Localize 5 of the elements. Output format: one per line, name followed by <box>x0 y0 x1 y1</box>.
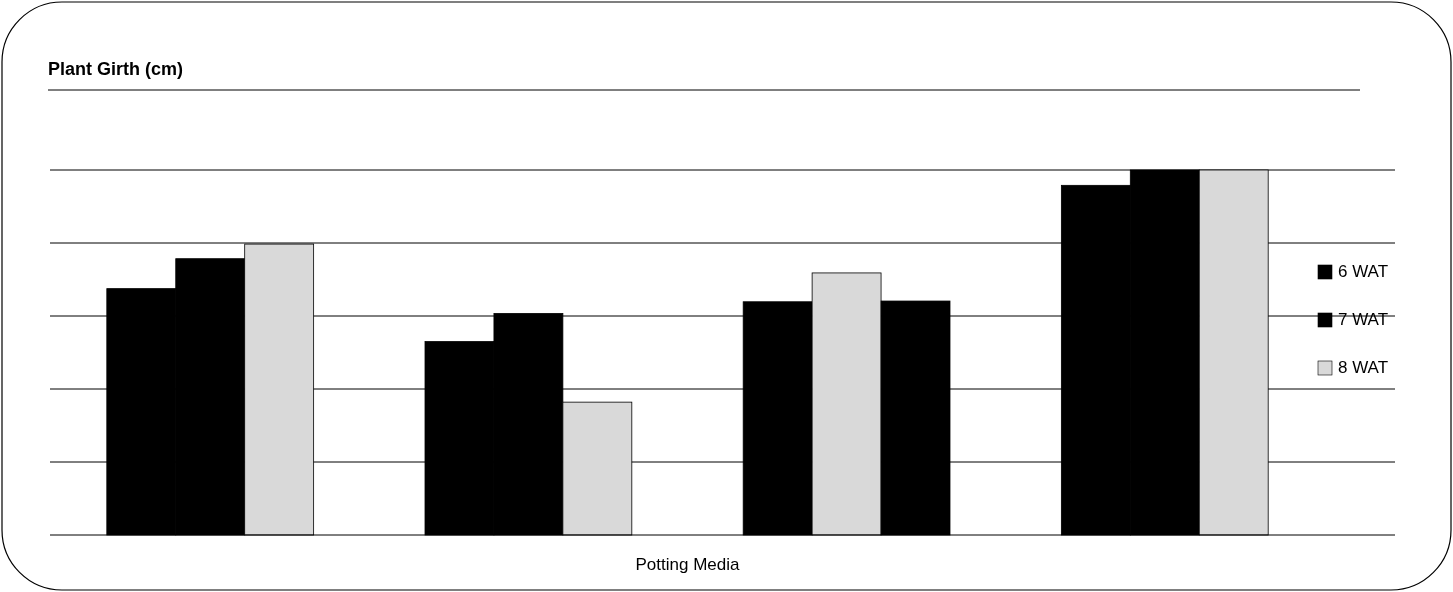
chart-title: Plant Girth (cm) <box>48 59 184 79</box>
legend-label: 8 WAT <box>1338 358 1389 377</box>
legend-label: 7 WAT <box>1338 310 1389 329</box>
x-axis-title: Potting Media <box>635 555 741 574</box>
legend-label: 6 WAT <box>1338 262 1389 281</box>
